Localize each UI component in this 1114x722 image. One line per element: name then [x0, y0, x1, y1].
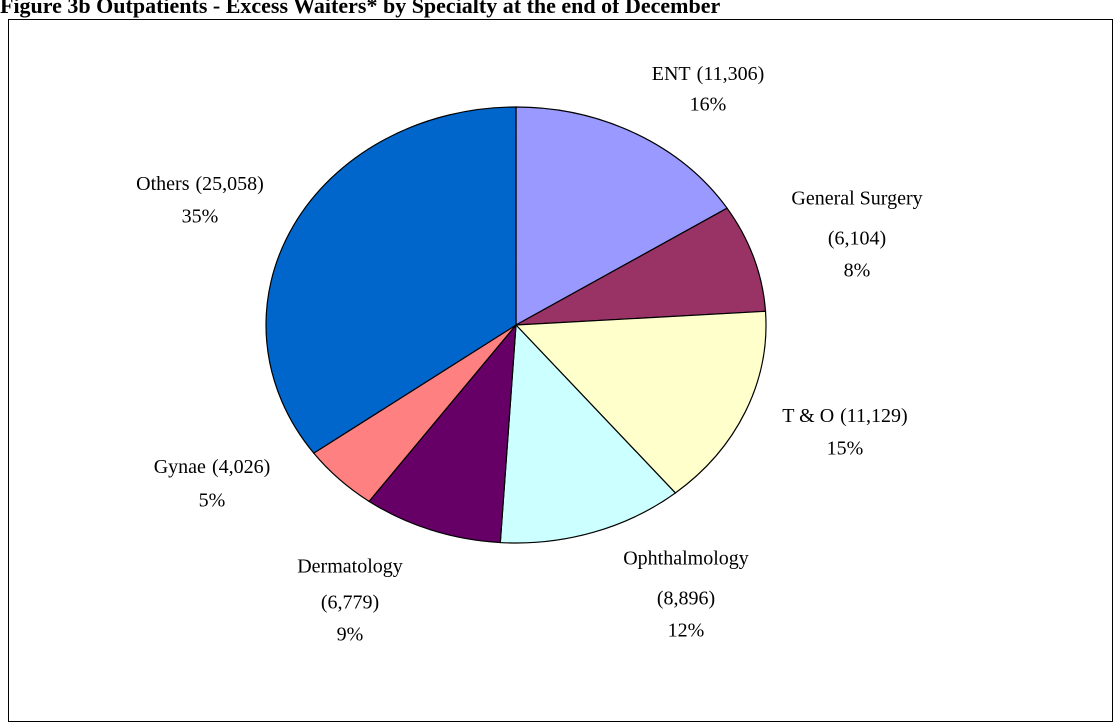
count-label: (11,129)	[840, 405, 908, 427]
category-label: T & O	[782, 405, 834, 427]
pie-slice	[514, 310, 767, 494]
pie-slice	[515, 106, 728, 327]
category-label: Gynae	[154, 456, 206, 478]
chart-title: Figure 3b Outpatients - Excess Waiters* …	[0, 0, 720, 18]
title-band	[0, 0, 1114, 19]
pie-slice	[265, 106, 517, 454]
pie-slice	[515, 207, 767, 326]
value-label: 35%	[182, 206, 219, 228]
category-label: Dermatology	[297, 556, 403, 578]
slice-label: T & O (11,129)	[782, 405, 907, 427]
count-label: (8,896)	[657, 588, 715, 610]
count-label: (6,779)	[321, 592, 379, 614]
count-label: (4,026)	[212, 456, 270, 478]
count-label: (25,058)	[196, 173, 264, 195]
value-label: 5%	[199, 490, 226, 512]
category-label: ENT	[652, 63, 691, 85]
slice-label: Gynae (4,026)	[154, 456, 271, 478]
value-label: 8%	[844, 260, 871, 282]
pie-slice	[368, 323, 517, 544]
category-label: Others	[136, 173, 190, 195]
count-label: (6,104)	[828, 228, 886, 250]
slice-label: Others (25,058)	[136, 173, 264, 195]
value-label: 15%	[827, 438, 864, 460]
value-label: 12%	[668, 620, 705, 642]
category-label: General Surgery	[791, 188, 922, 210]
value-label: 16%	[690, 94, 727, 116]
value-label: 9%	[337, 624, 364, 646]
pie-slice	[499, 323, 677, 544]
slice-label: ENT (11,306)	[652, 63, 764, 85]
count-label: (11,306)	[697, 63, 765, 85]
category-label: Ophthalmology	[623, 548, 749, 570]
